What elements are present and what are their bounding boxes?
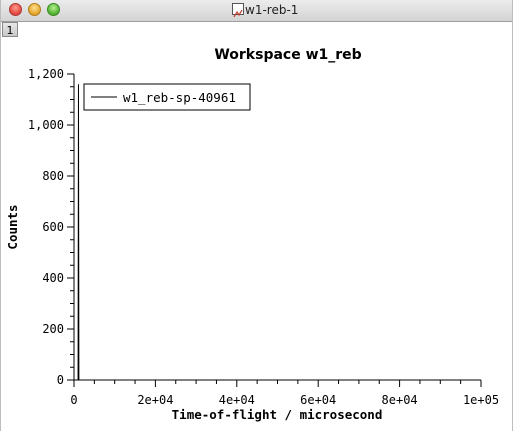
y-tick-label: 0: [57, 373, 64, 387]
chart-title: Workspace w1_reb: [214, 47, 361, 63]
y-tick-label: 1,000: [28, 118, 64, 132]
x-tick-label: 8e+04: [382, 393, 418, 407]
close-window-button[interactable]: [9, 3, 22, 16]
x-tick-label: 4e+04: [219, 393, 255, 407]
title-bar[interactable]: w1-reb-1: [1, 0, 512, 22]
x-tick-label: 2e+04: [137, 393, 173, 407]
legend[interactable]: w1_reb-sp-40961: [83, 83, 251, 111]
series-line-0: [74, 84, 481, 381]
y-tick-label: 800: [42, 169, 64, 183]
y-axis-ticks: 0 200 400 600 800 1,000 1,200: [28, 67, 74, 387]
legend-entry-label: w1_reb-sp-40961: [123, 90, 236, 105]
x-tick-label: 0: [70, 393, 77, 407]
zoom-window-button[interactable]: [47, 3, 60, 16]
y-axis-label: Counts: [5, 204, 20, 249]
x-axis-ticks: 0 2e+04 4e+04 6e+04 8e+04 1e+05: [70, 380, 499, 407]
minimize-window-button[interactable]: [28, 3, 41, 16]
window-title: w1-reb-1: [245, 3, 299, 17]
y-tick-label: 200: [42, 322, 64, 336]
y-tick-label: 1,200: [28, 67, 64, 81]
graph-document-icon: [232, 3, 244, 18]
y-tick-label: 400: [42, 271, 64, 285]
layer-tab-1[interactable]: 1: [2, 22, 18, 37]
x-axis-label: Time-of-flight / microsecond: [172, 407, 383, 422]
y-tick-label: 600: [42, 220, 64, 234]
series-layer: [74, 84, 481, 381]
x-tick-label: 1e+05: [463, 393, 499, 407]
x-tick-label: 6e+04: [300, 393, 336, 407]
